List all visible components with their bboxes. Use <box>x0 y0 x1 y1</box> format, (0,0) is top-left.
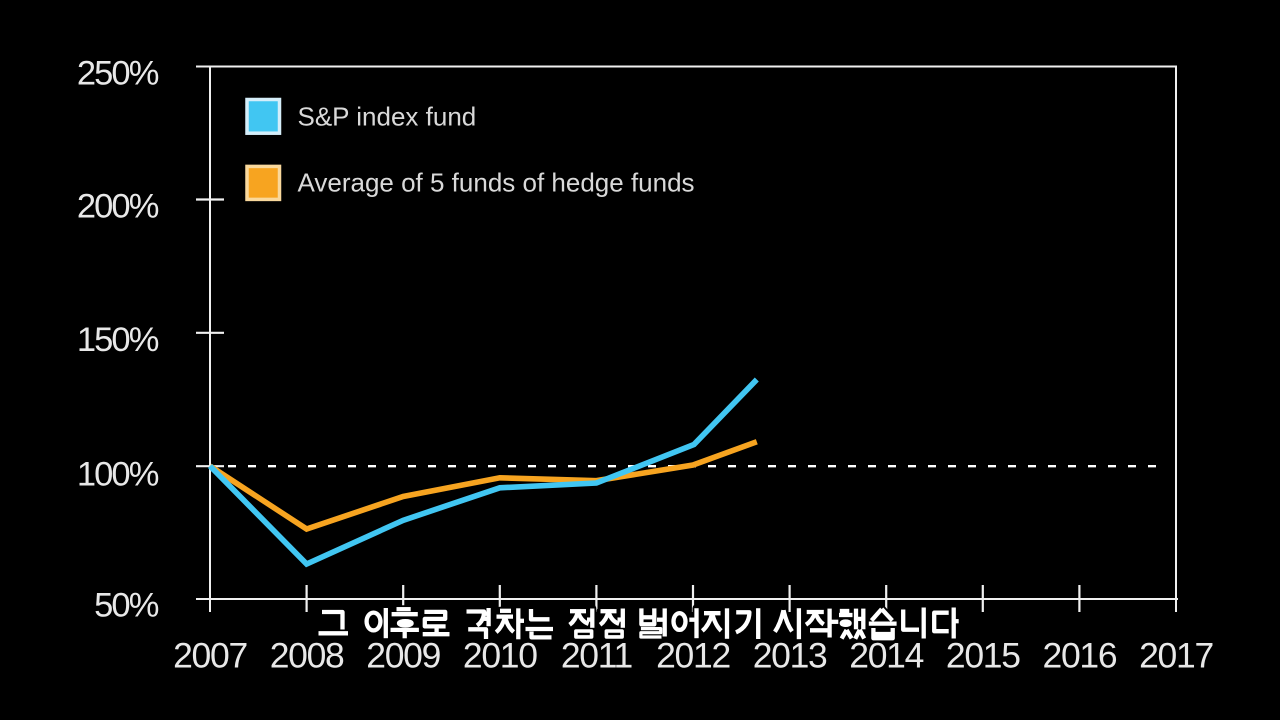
svg-text:2016: 2016 <box>1043 636 1117 676</box>
svg-text:2011: 2011 <box>561 636 633 676</box>
svg-text:2008: 2008 <box>270 636 344 676</box>
svg-text:100%: 100% <box>77 456 159 494</box>
svg-text:2015: 2015 <box>946 636 1020 676</box>
svg-text:Average of 5 funds of hedge fu: Average of 5 funds of hedge funds <box>298 168 695 198</box>
svg-text:150%: 150% <box>77 321 159 359</box>
svg-text:250%: 250% <box>77 55 159 93</box>
svg-text:2012: 2012 <box>656 636 730 676</box>
svg-text:2017: 2017 <box>1139 636 1213 676</box>
svg-text:2013: 2013 <box>753 636 827 676</box>
svg-text:2007: 2007 <box>173 636 247 676</box>
svg-text:2010: 2010 <box>463 636 537 676</box>
svg-text:S&P index fund: S&P index fund <box>298 102 477 132</box>
svg-text:50%: 50% <box>94 587 159 625</box>
svg-text:200%: 200% <box>77 188 159 226</box>
